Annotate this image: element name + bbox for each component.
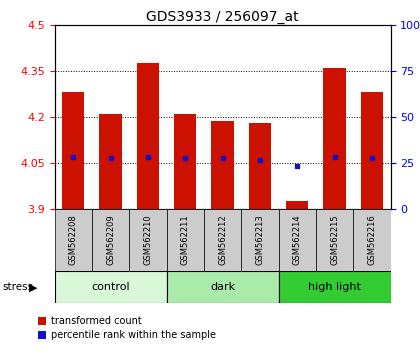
Bar xyxy=(353,209,391,271)
Bar xyxy=(204,209,241,271)
Bar xyxy=(316,209,353,271)
Text: ▶: ▶ xyxy=(29,282,37,292)
Bar xyxy=(211,121,234,209)
Text: GSM562214: GSM562214 xyxy=(293,215,302,265)
Text: GSM562210: GSM562210 xyxy=(144,215,152,265)
Text: GSM562215: GSM562215 xyxy=(330,215,339,265)
Bar xyxy=(167,271,278,303)
Text: GSM562211: GSM562211 xyxy=(181,215,190,265)
Bar xyxy=(249,123,271,209)
Legend: transformed count, percentile rank within the sample: transformed count, percentile rank withi… xyxy=(39,316,216,340)
Bar xyxy=(92,209,129,271)
Bar xyxy=(167,209,204,271)
Text: high light: high light xyxy=(308,282,361,292)
Bar xyxy=(174,114,197,209)
Text: GSM562212: GSM562212 xyxy=(218,215,227,265)
Bar xyxy=(55,271,167,303)
Bar xyxy=(137,63,159,209)
Bar xyxy=(100,114,122,209)
Title: GDS3933 / 256097_at: GDS3933 / 256097_at xyxy=(146,10,299,24)
Bar xyxy=(241,209,278,271)
Bar xyxy=(323,68,346,209)
Bar xyxy=(55,209,92,271)
Text: control: control xyxy=(91,282,130,292)
Bar xyxy=(129,209,167,271)
Bar xyxy=(62,92,84,209)
Text: GSM562208: GSM562208 xyxy=(69,215,78,265)
Bar xyxy=(361,92,383,209)
Bar xyxy=(278,209,316,271)
Bar xyxy=(286,201,308,209)
Text: stress: stress xyxy=(2,282,33,292)
Text: dark: dark xyxy=(210,282,235,292)
Bar xyxy=(278,271,391,303)
Text: GSM562213: GSM562213 xyxy=(255,215,265,265)
Text: GSM562209: GSM562209 xyxy=(106,215,115,265)
Text: GSM562216: GSM562216 xyxy=(368,215,376,265)
